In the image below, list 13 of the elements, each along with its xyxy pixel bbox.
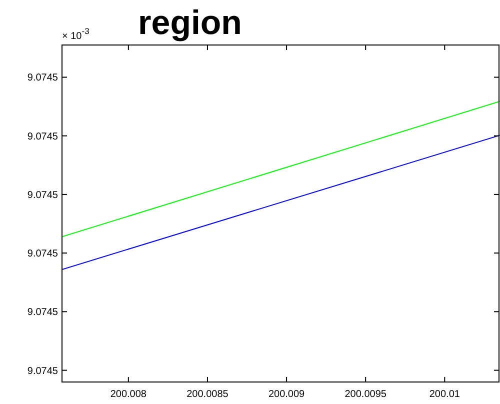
y-tick-label: 9.0745 [27,248,58,260]
x-tick-label: 200.01 [429,389,460,400]
y-axis-title: × 10$^{-3}$ [62,26,90,42]
y-tick-label: 9.0745 [27,366,58,377]
y-tick-label: 9.0745 [27,190,58,201]
y-tick-label: 9.0745 [27,307,58,318]
x-tick-label: 200.008 [110,389,147,400]
y-tick-label: 9.0745 [27,72,58,84]
x-tick-label: 200.0085 [186,389,229,400]
chart-title: region [138,4,242,42]
x-tick-label: 200.009 [268,389,306,400]
y-tick-label: 9.0745 [27,131,58,142]
x-tick-label: 200.0095 [344,389,387,400]
